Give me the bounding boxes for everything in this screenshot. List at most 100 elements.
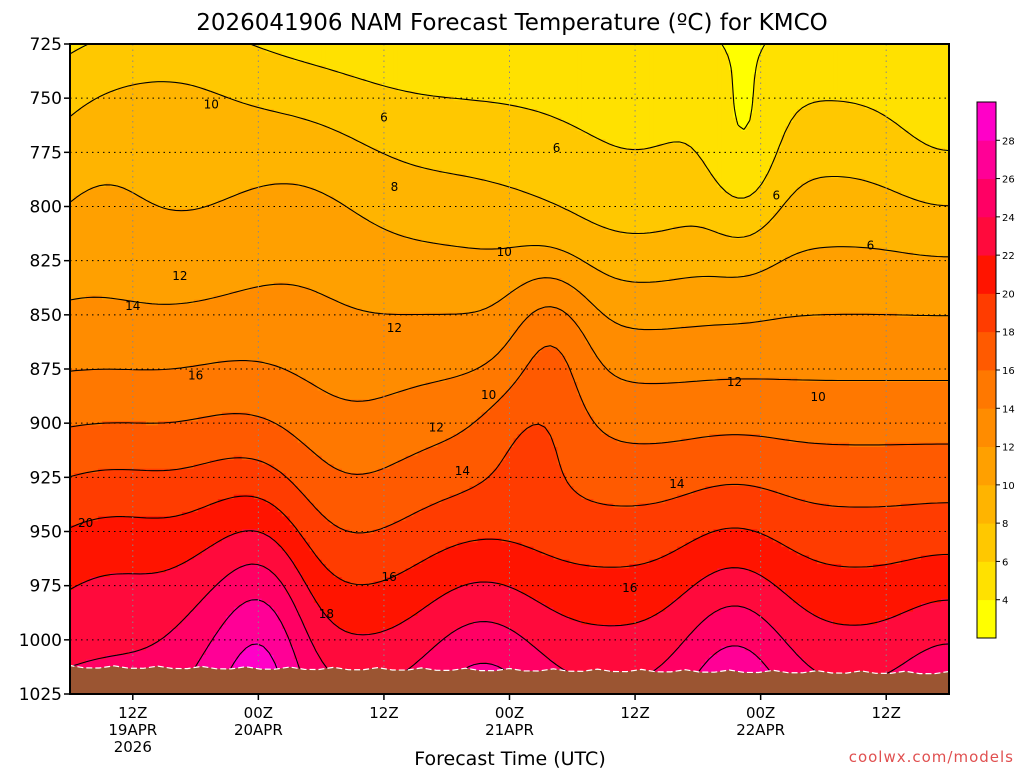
band-cell [305, 447, 311, 500]
band-cell [553, 44, 559, 119]
band-cell [913, 559, 918, 608]
band-cell [437, 243, 443, 314]
credit-link[interactable]: coolwx.com/models [849, 748, 1014, 766]
band-cell [473, 247, 479, 314]
contour-label: 6 [553, 141, 561, 155]
band-cell [81, 191, 87, 301]
band-cell [525, 317, 531, 366]
band-cell [569, 126, 575, 214]
band-cell [941, 555, 946, 600]
band-cell [233, 455, 239, 496]
band-cell [217, 629, 223, 691]
band-cell [409, 312, 415, 387]
band-cell [689, 542, 694, 587]
band-cell [509, 386, 515, 448]
band-cell [741, 239, 746, 279]
band-cell [533, 44, 539, 110]
band-cell [425, 607, 431, 652]
band-cell [549, 278, 555, 309]
band-cell [845, 44, 850, 101]
band-cell [253, 598, 259, 643]
band-cell [389, 525, 395, 578]
band-cell [657, 382, 662, 444]
band-cell [497, 351, 503, 400]
band-cell [717, 44, 722, 188]
band-cell [221, 96, 227, 201]
band-cell [605, 230, 610, 275]
band-cell [245, 603, 251, 647]
band-cell [645, 382, 650, 444]
band-cell [493, 356, 499, 405]
band-cell [701, 44, 706, 162]
band-cell [133, 44, 139, 84]
colorbar-swatch [977, 408, 996, 447]
band-cell [321, 44, 327, 67]
band-cell [745, 273, 750, 322]
band-cell [445, 546, 451, 595]
band-cell [549, 607, 555, 660]
band-cell [309, 551, 315, 595]
band-cell [241, 360, 247, 413]
band-cell [413, 564, 419, 617]
band-cell [937, 148, 942, 205]
band-cell [601, 226, 606, 275]
band-cell [597, 269, 602, 314]
band-cell [801, 317, 806, 383]
band-cell [70, 525, 75, 591]
band-cell [161, 369, 167, 422]
band-cell [697, 278, 702, 327]
band-cell [245, 44, 251, 106]
band-cell [197, 44, 203, 88]
band-cell [933, 442, 938, 504]
band-cell [85, 191, 91, 296]
band-cell [85, 473, 91, 522]
band-cell [841, 624, 846, 682]
band-cell [341, 473, 347, 530]
band-cell [285, 477, 291, 517]
band-cell [245, 360, 251, 413]
band-cell [837, 178, 842, 249]
band-cell [577, 217, 583, 262]
band-cell [557, 308, 563, 353]
band-cell [877, 44, 882, 114]
band-cell [97, 468, 103, 517]
band-cell [673, 143, 678, 227]
band-cell [425, 312, 431, 383]
band-cell [745, 195, 750, 236]
band-cell [409, 165, 415, 240]
band-cell [673, 278, 678, 331]
band-cell [605, 273, 610, 318]
band-cell [937, 44, 942, 149]
band-cell [393, 464, 399, 522]
band-cell [565, 481, 571, 561]
band-cell [637, 442, 642, 504]
band-cell [97, 516, 103, 578]
band-cell [737, 568, 742, 608]
band-cell [213, 542, 219, 587]
band-cell [457, 377, 463, 435]
band-cell [313, 65, 319, 123]
band-cell [629, 330, 634, 383]
band-cell [885, 252, 890, 314]
band-cell [333, 130, 339, 201]
band-cell [773, 629, 778, 678]
band-cell [317, 455, 323, 513]
band-cell [925, 204, 930, 257]
band-cell [673, 551, 678, 600]
band-cell [133, 304, 139, 370]
band-cell [837, 312, 842, 383]
band-cell [685, 494, 690, 543]
band-cell [897, 317, 902, 383]
band-cell [129, 369, 135, 422]
band-cell [845, 507, 850, 569]
band-cell [841, 312, 846, 383]
band-cell [109, 421, 115, 470]
band-cell [693, 278, 698, 327]
band-cell [281, 551, 287, 587]
band-cell [673, 499, 678, 552]
band-cell [645, 44, 650, 149]
band-cell [525, 546, 531, 595]
band-cell [753, 572, 758, 613]
band-cell [529, 360, 535, 426]
